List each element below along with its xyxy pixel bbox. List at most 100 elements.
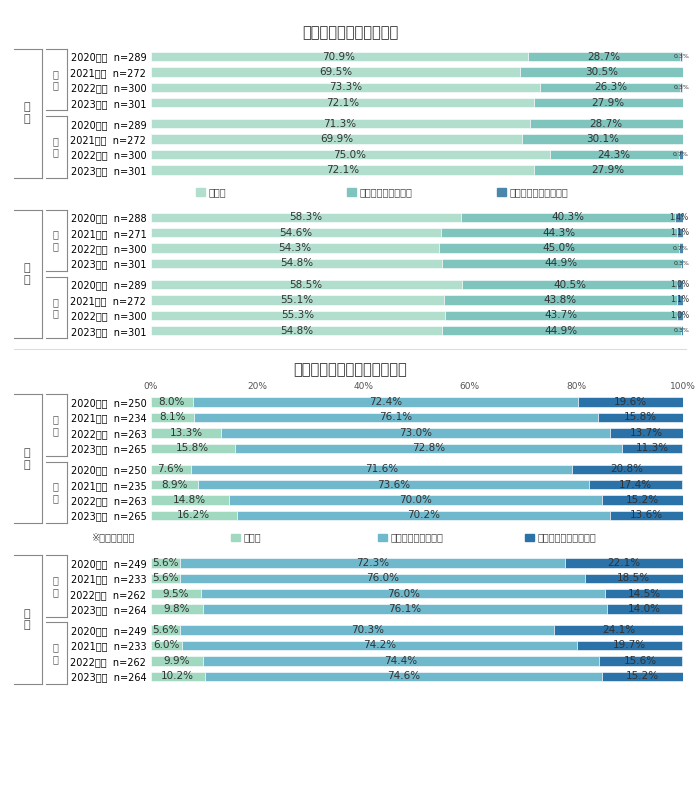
Bar [150, 228, 441, 238]
Bar [528, 52, 680, 62]
Bar [150, 626, 181, 635]
Text: 27.9%: 27.9% [592, 165, 625, 175]
Bar [675, 213, 682, 222]
Text: 27.9%: 27.9% [592, 98, 625, 108]
Text: 8.9%: 8.9% [161, 480, 188, 490]
Bar [150, 326, 442, 335]
Bar [150, 558, 181, 568]
Text: 70.2%: 70.2% [407, 510, 440, 521]
Text: 積極的: 積極的 [244, 533, 261, 542]
Text: 76.1%: 76.1% [389, 604, 421, 614]
Text: 40.3%: 40.3% [552, 212, 584, 222]
Bar [201, 589, 606, 598]
Text: 20.8%: 20.8% [610, 464, 644, 474]
Bar [150, 671, 205, 681]
Text: 令
後: 令 後 [52, 482, 58, 503]
Text: 40.5%: 40.5% [553, 279, 586, 290]
Bar [608, 604, 682, 614]
Text: 54.6%: 54.6% [279, 228, 312, 238]
Text: 69.5%: 69.5% [318, 67, 352, 77]
Text: 消極的（慎重、縮小）: 消極的（慎重、縮小） [510, 187, 568, 197]
Text: 28.7%: 28.7% [587, 51, 621, 62]
Text: 13.3%: 13.3% [169, 428, 202, 438]
Text: 30.5%: 30.5% [585, 67, 618, 77]
Bar [601, 671, 682, 681]
Bar [554, 626, 682, 635]
Bar [150, 243, 440, 253]
Bar [540, 82, 680, 92]
Bar [237, 510, 610, 520]
Text: 自然体（現状維持）: 自然体（現状維持） [391, 533, 444, 542]
Text: 現
状: 現 状 [52, 69, 58, 90]
Bar [599, 656, 682, 666]
Bar [444, 295, 677, 305]
Bar [681, 326, 682, 335]
Text: 7.6%: 7.6% [158, 464, 184, 474]
Bar [520, 67, 682, 77]
Bar [150, 82, 540, 92]
Bar [181, 626, 554, 635]
Text: 58.5%: 58.5% [290, 279, 323, 290]
Text: 0.7%: 0.7% [673, 246, 689, 250]
Bar [183, 641, 578, 650]
Bar [191, 465, 572, 474]
Text: 24.3%: 24.3% [598, 150, 631, 159]
Text: 1.1%: 1.1% [670, 228, 689, 238]
Bar [601, 495, 682, 505]
Text: 現
状: 現 状 [52, 414, 58, 436]
Bar [565, 558, 682, 568]
Bar [462, 280, 677, 290]
Bar [622, 443, 682, 453]
Text: 71.3%: 71.3% [323, 118, 357, 129]
Text: 71.6%: 71.6% [365, 464, 398, 474]
Bar [150, 398, 193, 407]
Text: 55.1%: 55.1% [281, 295, 314, 305]
Text: 54.8%: 54.8% [280, 326, 313, 336]
Bar [150, 280, 462, 290]
Text: 8.1%: 8.1% [159, 413, 186, 422]
Text: 15.6%: 15.6% [624, 656, 657, 666]
Bar [150, 413, 194, 422]
Bar [150, 119, 530, 129]
Bar [194, 413, 598, 422]
Text: 100%: 100% [670, 382, 695, 391]
Text: 44.9%: 44.9% [545, 326, 578, 336]
Bar [680, 82, 682, 92]
Text: 15.8%: 15.8% [176, 443, 209, 454]
Text: 45.0%: 45.0% [542, 243, 575, 253]
Bar [578, 641, 682, 650]
Bar [150, 295, 444, 305]
Text: 60%: 60% [460, 382, 480, 391]
Text: 9.9%: 9.9% [164, 656, 190, 666]
Bar [150, 604, 202, 614]
Text: 0.3%: 0.3% [674, 328, 690, 333]
Text: 72.1%: 72.1% [326, 165, 359, 175]
Text: 43.7%: 43.7% [545, 310, 578, 320]
Text: 13.6%: 13.6% [630, 510, 663, 521]
Text: 10.2%: 10.2% [161, 671, 194, 682]
Bar [589, 480, 682, 490]
Text: 44.3%: 44.3% [542, 228, 575, 238]
Text: 72.1%: 72.1% [326, 98, 359, 108]
Bar [522, 134, 682, 144]
Bar [193, 398, 578, 407]
Text: 新
規: 新 規 [23, 102, 30, 124]
Text: 15.2%: 15.2% [626, 671, 659, 682]
Text: 0.3%: 0.3% [673, 54, 689, 59]
Text: 9.8%: 9.8% [163, 604, 190, 614]
Bar [229, 495, 601, 505]
Bar [441, 228, 677, 238]
Text: 73.0%: 73.0% [399, 428, 432, 438]
Bar [198, 480, 589, 490]
Text: 19.7%: 19.7% [613, 641, 646, 650]
Text: 54.8%: 54.8% [280, 258, 313, 269]
Text: 令
後: 令 後 [52, 297, 58, 318]
Text: 58.3%: 58.3% [289, 212, 322, 222]
Text: 令
後: 令 後 [52, 642, 58, 664]
Bar [598, 413, 682, 422]
Text: 0.3%: 0.3% [674, 261, 690, 266]
Text: 72.8%: 72.8% [412, 443, 444, 454]
Text: 70.3%: 70.3% [351, 625, 384, 635]
Text: 74.6%: 74.6% [386, 671, 420, 682]
Text: 消極的（慎重、縮小）: 消極的（慎重、縮小） [538, 533, 596, 542]
